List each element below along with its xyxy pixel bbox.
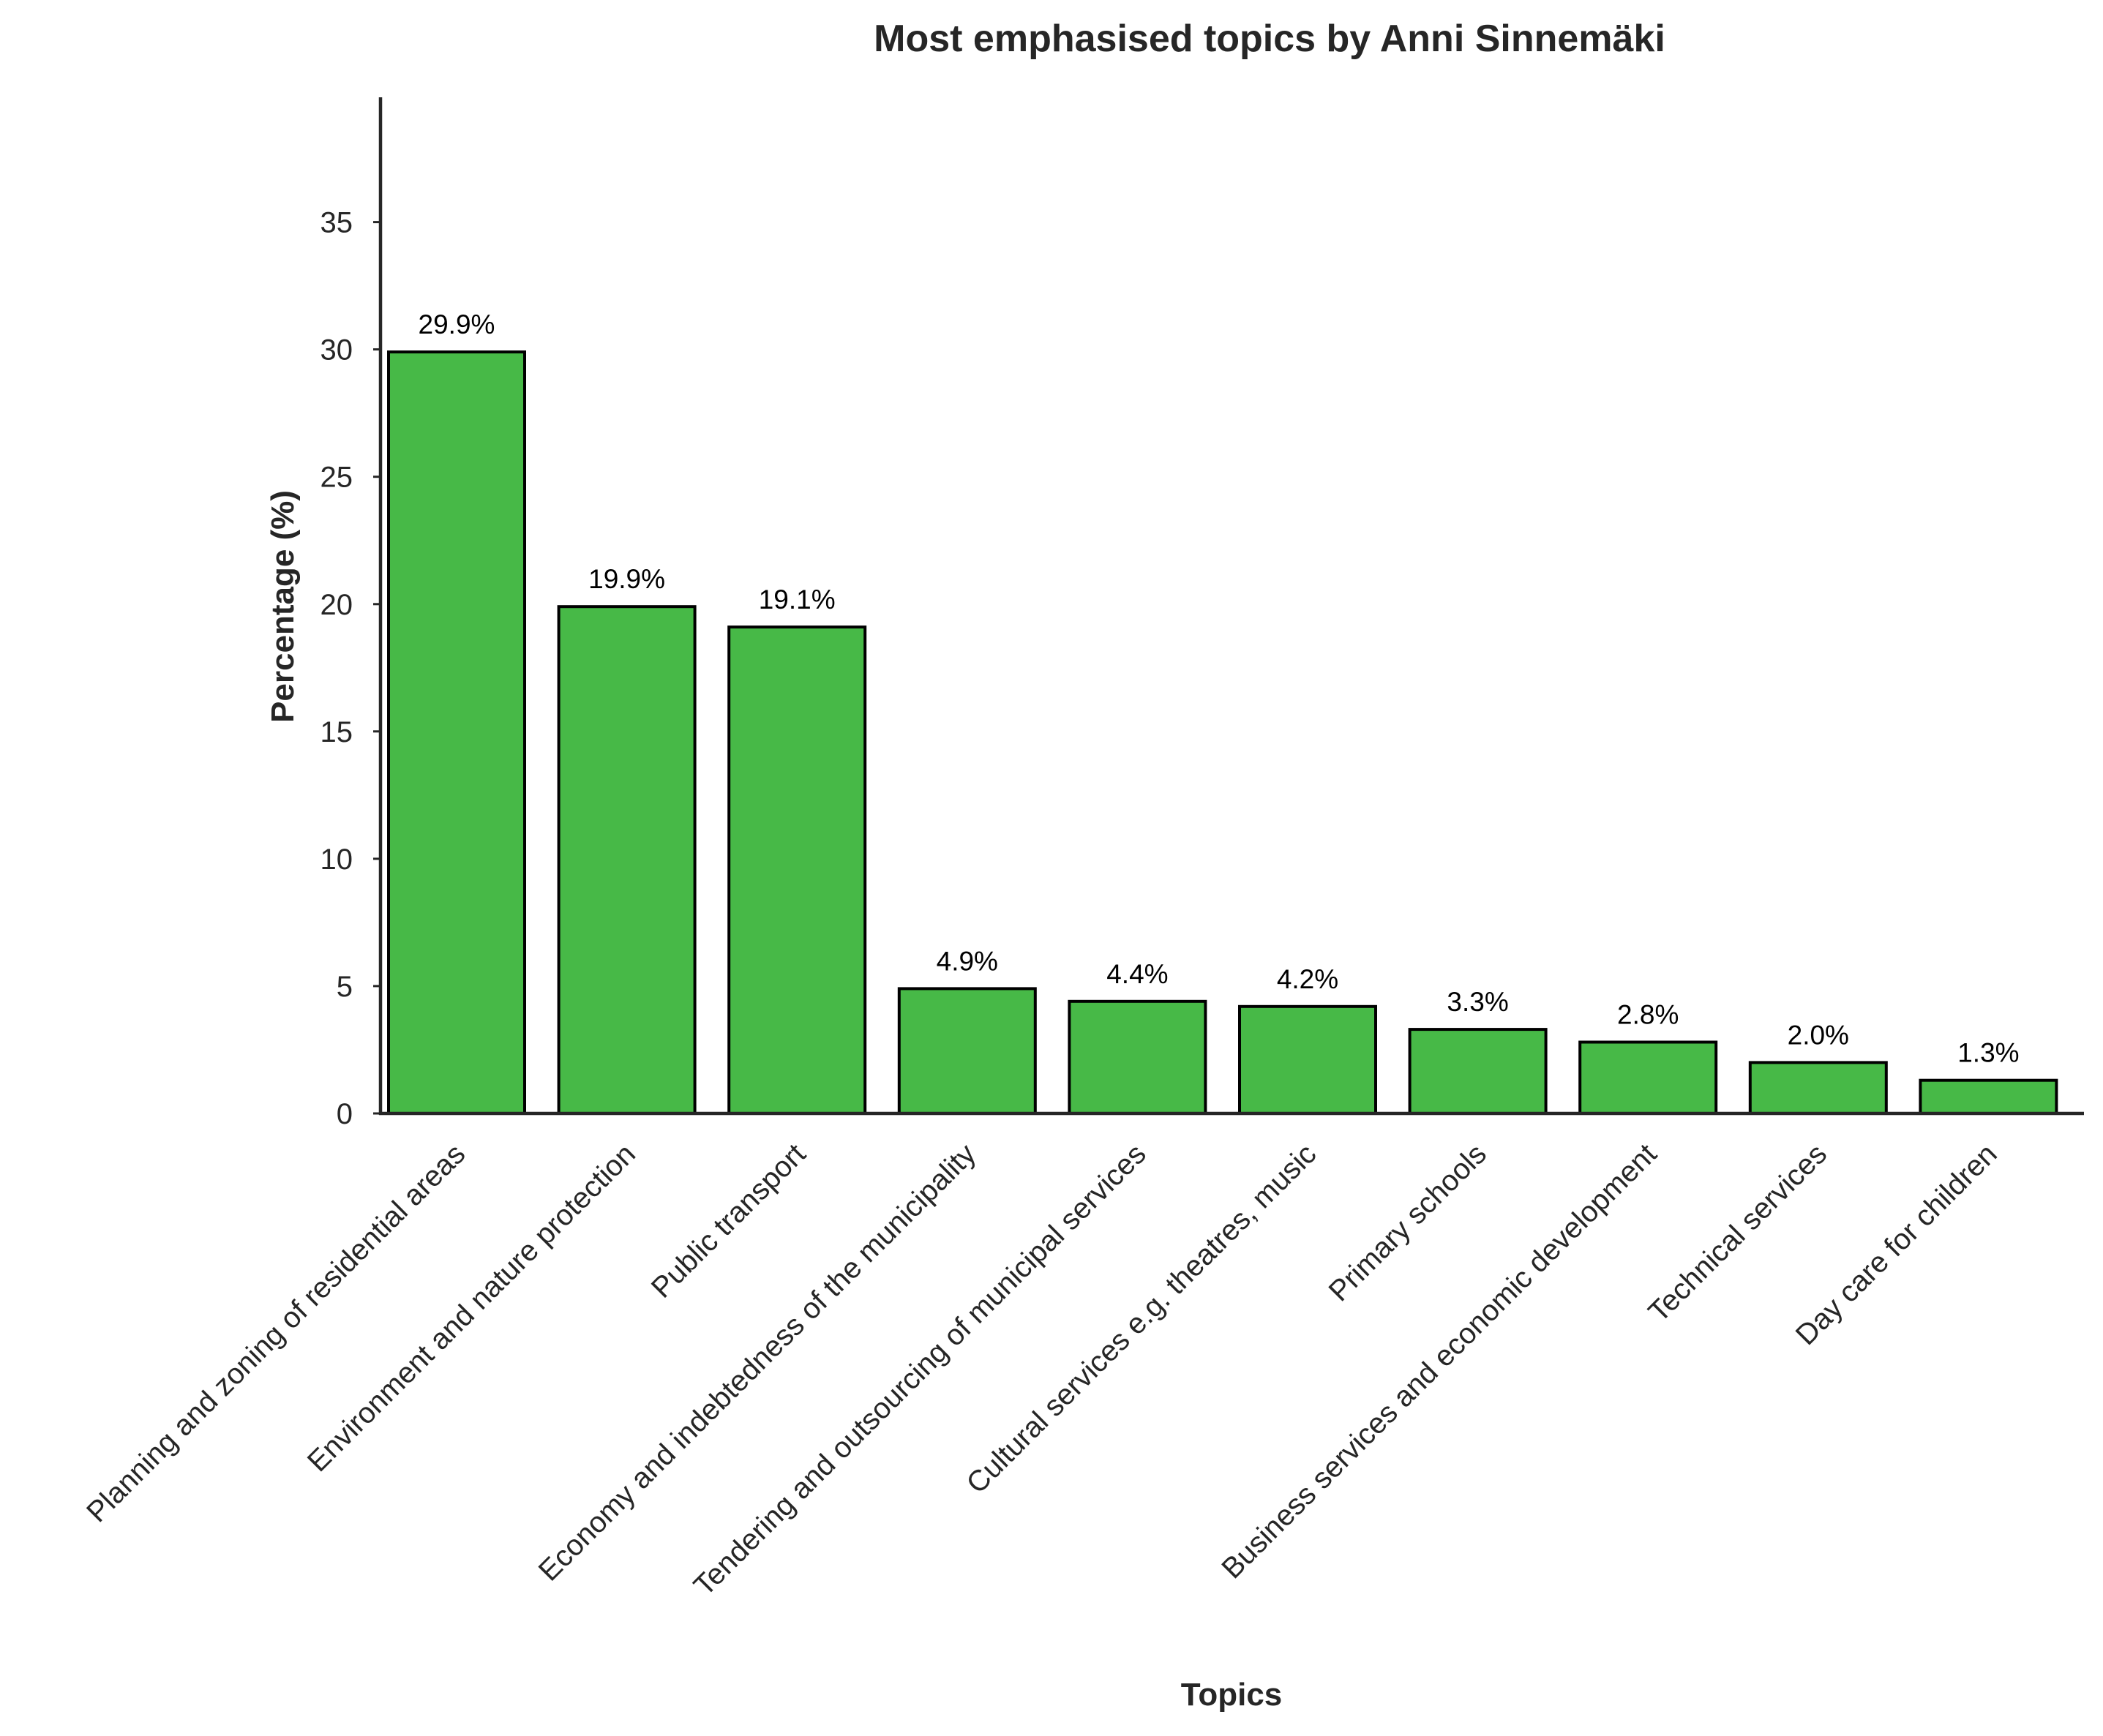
bar-8 <box>1578 1040 1718 1115</box>
x-tick-label: Primary schools <box>1323 1138 1493 1307</box>
x-tick-label: Technical services <box>1643 1138 1834 1329</box>
x-tick-label: Environment and nature protection <box>301 1138 642 1478</box>
bar-7 <box>1408 1028 1548 1115</box>
bars-layer: 29.9% 19.9% 19.1% 4.9% 4.4% 4.2% 3.3% 2.8% 2.0% 1… <box>387 309 2058 1116</box>
y-tick-label: 10 <box>320 843 353 876</box>
bar-3 <box>727 625 867 1115</box>
bar-6 <box>1238 1004 1377 1116</box>
bar-10 <box>1919 1078 2058 1115</box>
bar-data-label: 19.9% <box>588 564 665 594</box>
y-tick-label: 15 <box>320 716 353 748</box>
y-tick-label: 25 <box>320 462 353 494</box>
axes-layer: Planning and zoning of residential areas… <box>80 97 2084 1602</box>
bar-data-label: 2.8% <box>1617 1000 1679 1030</box>
bar-data-label: 29.9% <box>419 309 495 339</box>
y-tick-label: 20 <box>320 589 353 621</box>
y-tick-label: 5 <box>337 971 353 1003</box>
bar-data-label: 19.1% <box>759 585 836 615</box>
bar-data-label: 1.3% <box>1957 1038 2019 1068</box>
y-axis-label: Percentage (%) <box>265 490 301 723</box>
bar-1 <box>387 350 526 1116</box>
bar-9 <box>1748 1061 1888 1116</box>
x-tick-label: Cultural services e.g. theatres, music <box>961 1138 1323 1500</box>
bar-5 <box>1068 999 1207 1116</box>
bar-data-label: 2.0% <box>1788 1020 1849 1050</box>
x-axis-label: Topics <box>1181 1677 1283 1713</box>
bar-data-label: 4.9% <box>937 946 998 976</box>
x-tick-label: Planning and zoning of residential areas <box>80 1138 471 1528</box>
bar-2 <box>557 605 697 1115</box>
y-tick-label: 0 <box>337 1098 353 1130</box>
bar-4 <box>897 987 1037 1116</box>
bar-data-label: 4.4% <box>1106 959 1168 989</box>
bar-data-label: 4.2% <box>1277 964 1338 994</box>
y-tick-label: 30 <box>320 334 353 367</box>
bar-data-label: 3.3% <box>1447 987 1508 1017</box>
x-tick-label: Public transport <box>645 1138 812 1304</box>
chart-title: Most emphasised topics by Anni Sinnemäki <box>874 18 1665 60</box>
y-tick-label: 35 <box>320 207 353 239</box>
